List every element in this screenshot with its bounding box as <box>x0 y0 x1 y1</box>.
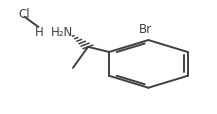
Text: H₂N: H₂N <box>51 26 73 39</box>
Text: Cl: Cl <box>18 8 30 21</box>
Text: H: H <box>35 26 44 39</box>
Text: Br: Br <box>139 23 152 36</box>
